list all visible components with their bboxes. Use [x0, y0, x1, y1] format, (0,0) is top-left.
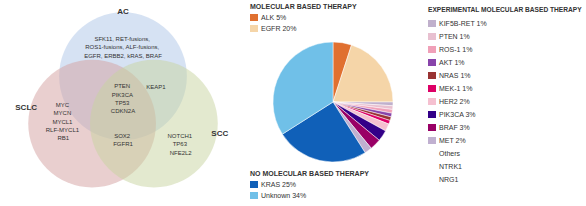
pie-slice [333, 45, 393, 102]
legend-item: KRAS 25% [250, 181, 296, 188]
venn-annotation-line: MYCN [54, 110, 72, 116]
venn-annotation-line: NFE2L2 [170, 150, 193, 156]
legend: NO MOLECULAR BASED THERAPY KRAS 25% Unknow… [250, 170, 369, 199]
legend-label: BRAF 3% [439, 124, 470, 131]
venn-titles: AC SCLC SCC [15, 7, 228, 139]
venn-annotation-line: TP53 [115, 100, 130, 106]
venn-annotation-line: RB1 [57, 135, 69, 141]
legend-item: NRAS 1% [428, 72, 471, 79]
venn-annotation-line: TP63 [173, 141, 188, 147]
legend-swatch [250, 14, 258, 21]
legend-item: KIF5B-RET 1% [428, 20, 487, 27]
venn-circles [28, 12, 218, 187]
legend-label: Unknown 34% [261, 192, 306, 199]
venn-annotation-line: SOX2 [114, 133, 131, 139]
venn-annotation: PTEN PIK3CA TP53 CDKN2A [111, 83, 135, 114]
legend-swatch [428, 20, 436, 27]
legend-label: KIF5B-RET 1% [439, 20, 487, 27]
pie [273, 42, 393, 162]
venn-annotation-line: RLF-MYCL1 [46, 127, 80, 133]
venn-annotation-line: ROS1-fusions, ALF-fusions, [85, 44, 159, 50]
legend-label: NRG1 [439, 176, 459, 183]
venn-annotation-line: MYC [56, 102, 70, 108]
legend-label: NRAS 1% [439, 72, 471, 79]
legend-swatch [428, 137, 436, 144]
legend-swatch [428, 72, 436, 79]
legend-item: MET 2% [428, 137, 466, 144]
venn-annotation-line: EGFR, ERBB2, kRAS, BRAF [84, 53, 162, 59]
legend-label: PTEN 1% [439, 33, 470, 40]
venn-annotation-line: SFK11, RET-fusions, [94, 36, 150, 42]
legend-label: EGFR 20% [261, 25, 296, 32]
venn-annotation: NOTCH1 TP63 NFE2L2 [168, 133, 194, 156]
legend-item: AKT 1% [428, 59, 465, 66]
venn-annotation-line: FGFR1 [113, 141, 133, 147]
venn-annotation: KEAP1 [146, 84, 166, 90]
legend-swatch [428, 111, 436, 118]
pie-slice [273, 42, 333, 134]
legend-item: MEK-1 1% [428, 85, 472, 92]
chart: AC SCLC SCC SFK11, RET-fusions, ROS1-fusion… [0, 0, 586, 206]
venn-circle [90, 60, 218, 188]
legend-label: AKT 1% [439, 59, 465, 66]
legend-title: EXPERIMENTAL MOLECULAR BASED THERAPY [428, 6, 582, 13]
legend-title: NO MOLECULAR BASED THERAPY [250, 170, 369, 177]
legend-label: Others [439, 150, 461, 157]
legend-title: MOLECULAR BASED THERAPY [250, 3, 357, 10]
venn-title: SCC [211, 129, 228, 138]
venn-annotation-line: KEAP1 [146, 84, 166, 90]
legend-swatch [250, 25, 258, 32]
legend-label: ALK 5% [261, 14, 286, 21]
legend-label: MET 2% [439, 137, 466, 144]
venn-annotation-line: NOTCH1 [168, 133, 193, 139]
venn-annotation-line: PTEN [114, 83, 130, 89]
venn-annotation-line: MYCL1 [52, 119, 73, 125]
legend-item: BRAF 3% [428, 124, 470, 131]
legend-label: ROS-1 1% [439, 46, 472, 53]
legend: MOLECULAR BASED THERAPY ALK 5% EGFR 20% [250, 3, 357, 32]
legend-swatch [428, 59, 436, 66]
legend-item: Unknown 34% [250, 192, 306, 199]
legend-swatch [428, 33, 436, 40]
venn-annotation: MYC MYCN MYCL1 RLF-MYCL1 RB1 [46, 102, 81, 142]
venn-annotation-line: PIK3CA [112, 92, 133, 98]
venn: AC SCLC SCC SFK11, RET-fusions, ROS1-fusion… [15, 7, 228, 188]
legend-item: ALK 5% [250, 14, 286, 21]
venn-annotation: SOX2 FGFR1 [113, 133, 133, 147]
venn-annotations: SFK11, RET-fusions, ROS1-fusions, ALF-fu… [46, 36, 194, 156]
legend-swatch [250, 192, 258, 199]
venn-annotation: SFK11, RET-fusions, ROS1-fusions, ALF-fu… [84, 36, 162, 59]
venn-annotation-line: CDKN2A [111, 108, 135, 114]
legend-item: EGFR 20% [250, 25, 296, 32]
legend-swatch [428, 124, 436, 131]
legend-label: KRAS 25% [261, 181, 296, 188]
legend-item: NTRK1 [439, 163, 462, 170]
venn-title: AC [117, 7, 129, 16]
legend: EXPERIMENTAL MOLECULAR BASED THERAPY KIF5… [428, 6, 582, 183]
legend-swatch [250, 181, 258, 188]
legend-label: HER2 2% [439, 98, 470, 105]
legend-swatch [428, 98, 436, 105]
legend-label: MEK-1 1% [439, 85, 472, 92]
legend-item: NRG1 [439, 176, 459, 183]
legend-swatch [428, 46, 436, 53]
legend-label: NTRK1 [439, 163, 462, 170]
legend-item: PIK3CA 3% [428, 111, 476, 118]
legend-swatch [428, 85, 436, 92]
venn-title: SCLC [15, 103, 37, 112]
legend-item: PTEN 1% [428, 33, 470, 40]
legend-item: HER2 2% [428, 98, 470, 105]
legend-item: ROS-1 1% [428, 46, 472, 53]
legend-label: PIK3CA 3% [439, 111, 476, 118]
legend-item: Others [439, 150, 461, 157]
